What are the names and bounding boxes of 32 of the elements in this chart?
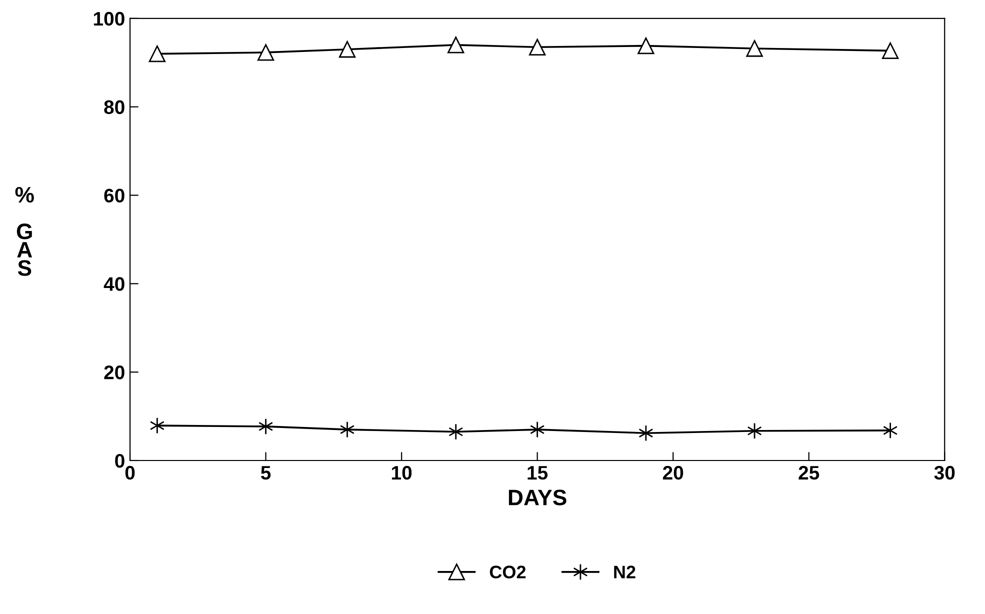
y-tick-label: 20	[104, 366, 124, 380]
point	[448, 423, 464, 440]
legend-label: CO2	[490, 566, 526, 578]
y-tick-label: 40	[104, 277, 124, 291]
y-tick-label: 60	[104, 188, 124, 202]
y-tick-label: 80	[104, 100, 124, 114]
x-tick-label: 5	[260, 466, 271, 480]
x-tick-label: 15	[528, 466, 548, 480]
x-tick-label: 0	[125, 466, 135, 480]
point	[530, 421, 545, 438]
x-axis-title: DAYS	[508, 490, 566, 506]
y-tick-label: 100	[94, 12, 124, 26]
point	[882, 42, 899, 60]
point	[746, 40, 763, 57]
point	[638, 37, 654, 54]
legend-label: N2	[614, 566, 636, 578]
point	[150, 417, 164, 434]
x-tick-label: 20	[662, 466, 684, 480]
point	[258, 418, 274, 435]
point	[148, 45, 166, 62]
point	[340, 421, 355, 438]
point	[638, 424, 654, 442]
point	[528, 38, 546, 56]
y-axis-title: % GAS	[15, 187, 34, 276]
point	[257, 44, 274, 61]
x-tick-label: 10	[392, 466, 412, 480]
y-tick-label: 0	[115, 454, 124, 468]
point	[338, 41, 356, 58]
point	[883, 422, 898, 439]
x-tick-label: 25	[798, 466, 820, 480]
point	[448, 36, 464, 54]
x-tick-label: 30	[934, 466, 955, 480]
